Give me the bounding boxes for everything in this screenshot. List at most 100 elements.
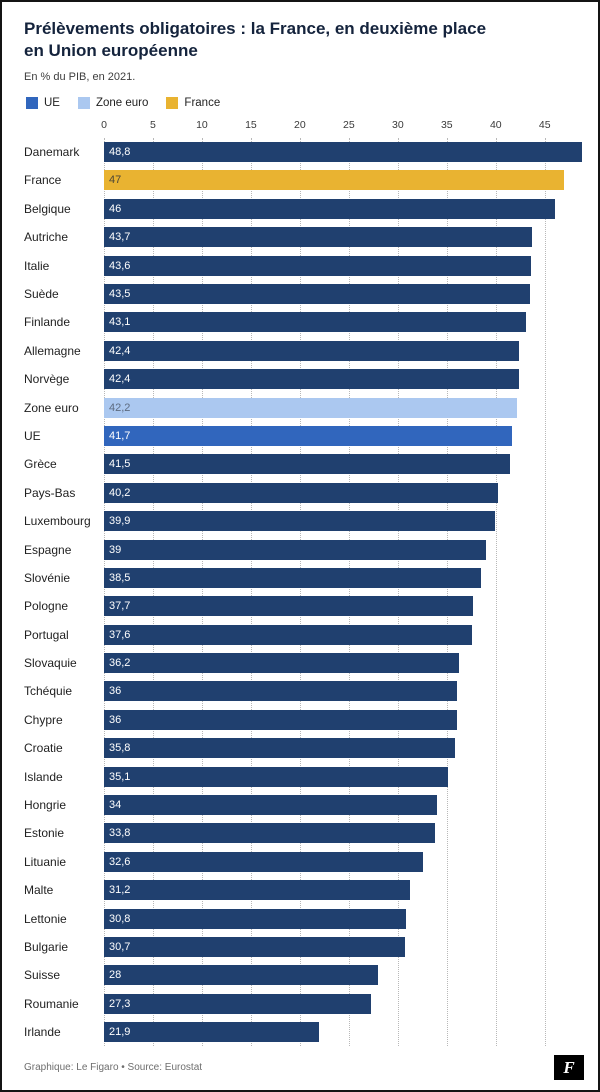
bar: 41,7 xyxy=(104,425,513,446)
bar: 34 xyxy=(104,795,438,816)
bar-value: 43,6 xyxy=(109,259,131,272)
bar-row: Malte 31,2 xyxy=(24,876,582,904)
country-label: Hongrie xyxy=(24,798,67,813)
x-axis: 0 5 10 15 20 25 30 35 40 45 xyxy=(101,118,582,134)
bar-row: Irlande 21,9 xyxy=(24,1018,582,1046)
bar-value: 43,7 xyxy=(109,231,131,244)
bar-track: 36 xyxy=(104,681,582,702)
bar-track: 40,2 xyxy=(104,482,582,503)
bar-track: 32,6 xyxy=(104,851,582,872)
bar-track: 37,6 xyxy=(104,624,582,645)
bar-row: Croatie 35,8 xyxy=(24,734,582,762)
bar: 43,1 xyxy=(104,312,527,333)
bar-row: Chypre 36 xyxy=(24,706,582,734)
country-label: Finlande xyxy=(24,315,71,330)
legend-swatch xyxy=(166,96,179,109)
gridline xyxy=(104,137,105,1047)
bar-value: 35,8 xyxy=(109,742,131,755)
bar-track: 38,5 xyxy=(104,567,582,588)
bar-track: 34 xyxy=(104,795,582,816)
country-label: Tchéquie xyxy=(24,684,73,699)
bar-value: 39,9 xyxy=(109,515,131,528)
country-label: Espagne xyxy=(24,542,72,557)
bar-track: 39 xyxy=(104,539,582,560)
bar-track: 33,8 xyxy=(104,823,582,844)
bar-row: Bulgarie 30,7 xyxy=(24,933,582,961)
chart-footer: Graphique: Le Figaro • Source: Eurostat … xyxy=(2,1047,598,1080)
bar-value: 36 xyxy=(109,713,122,726)
bar-value: 32,6 xyxy=(109,855,131,868)
bar-value: 47 xyxy=(109,174,122,187)
bar-track: 21,9 xyxy=(104,1022,582,1043)
bar-row: Luxembourg 39,9 xyxy=(24,507,582,535)
bar: 32,6 xyxy=(104,851,424,872)
bar-value: 41,7 xyxy=(109,429,131,442)
legend-item: Zone euro xyxy=(77,96,148,109)
country-label: Suède xyxy=(24,287,59,302)
country-label: Roumanie xyxy=(24,996,79,1011)
bar-row: France 47 xyxy=(24,166,582,194)
chart-title-line2: en Union européenne xyxy=(24,41,198,61)
bar-track: 47 xyxy=(104,170,582,191)
bar-row: Suède 43,5 xyxy=(24,280,582,308)
bar: 38,5 xyxy=(104,567,482,588)
bar-track: 37,7 xyxy=(104,596,582,617)
country-label: UE xyxy=(24,428,41,443)
credit-text: Graphique: Le Figaro • Source: Eurostat xyxy=(24,1062,203,1073)
bar-track: 43,1 xyxy=(104,312,582,333)
x-axis-tick: 0 xyxy=(101,118,107,131)
bar: 47 xyxy=(104,170,565,191)
bar-value: 46 xyxy=(109,202,122,215)
bar: 35,8 xyxy=(104,738,455,759)
x-axis-tick: 15 xyxy=(245,118,257,131)
country-label: Bulgarie xyxy=(24,940,69,954)
bar: 36 xyxy=(104,681,457,702)
bar-value: 21,9 xyxy=(109,1026,131,1039)
bar: 37,7 xyxy=(104,596,474,617)
country-label: Danemark xyxy=(24,145,80,160)
bar-row: Tchéquie 36 xyxy=(24,677,582,705)
bar-row: Allemagne 42,4 xyxy=(24,337,582,365)
bar-value: 37,7 xyxy=(109,600,131,613)
bar-track: 43,5 xyxy=(104,284,582,305)
bar-value: 28 xyxy=(109,969,122,982)
bar-value: 36,2 xyxy=(109,657,131,670)
country-label: Irlande xyxy=(24,1025,61,1040)
bar-row: Autriche 43,7 xyxy=(24,223,582,251)
country-label: Pologne xyxy=(24,599,69,614)
bar-value: 42,2 xyxy=(109,401,131,414)
bar-value: 43,5 xyxy=(109,288,131,301)
country-label: Suisse xyxy=(24,968,61,983)
legend-swatch xyxy=(26,96,38,109)
country-label: Pays-Bas xyxy=(24,485,76,500)
bar: 43,6 xyxy=(104,255,532,276)
country-label: Portugal xyxy=(24,627,69,642)
legend-item: France xyxy=(166,96,220,109)
bar-row: Slovénie 38,5 xyxy=(24,564,582,592)
bar-track: 42,2 xyxy=(104,397,582,418)
bar-value: 42,4 xyxy=(109,344,131,357)
bar-row: Hongrie 34 xyxy=(24,791,582,819)
x-axis-tick: 20 xyxy=(294,118,306,131)
bar: 48,8 xyxy=(104,142,582,163)
bar-track: 30,7 xyxy=(104,937,582,957)
bar-row: Pologne 37,7 xyxy=(24,592,582,620)
gridline xyxy=(544,137,546,1047)
bar-row: Suisse 28 xyxy=(24,961,582,989)
x-axis-tick: 10 xyxy=(196,118,208,131)
bar-track: 28 xyxy=(104,965,582,986)
gridline xyxy=(250,137,252,1047)
bar-track: 42,4 xyxy=(104,340,582,361)
bar-track: 27,3 xyxy=(104,993,582,1014)
bar-value: 43,1 xyxy=(109,316,131,329)
country-label: Norvège xyxy=(24,372,70,387)
country-label: Grèce xyxy=(24,457,57,472)
bar: 30,8 xyxy=(104,908,406,929)
lefigaro-logo-letter: F xyxy=(563,1057,575,1077)
bar-value: 36 xyxy=(109,685,122,698)
bar-value: 38,5 xyxy=(109,571,131,584)
bar-row: Pays-Bas 40,2 xyxy=(24,479,582,507)
bar-value: 30,8 xyxy=(109,912,131,925)
gridline xyxy=(299,137,301,1047)
bar-value: 41,5 xyxy=(109,458,131,471)
